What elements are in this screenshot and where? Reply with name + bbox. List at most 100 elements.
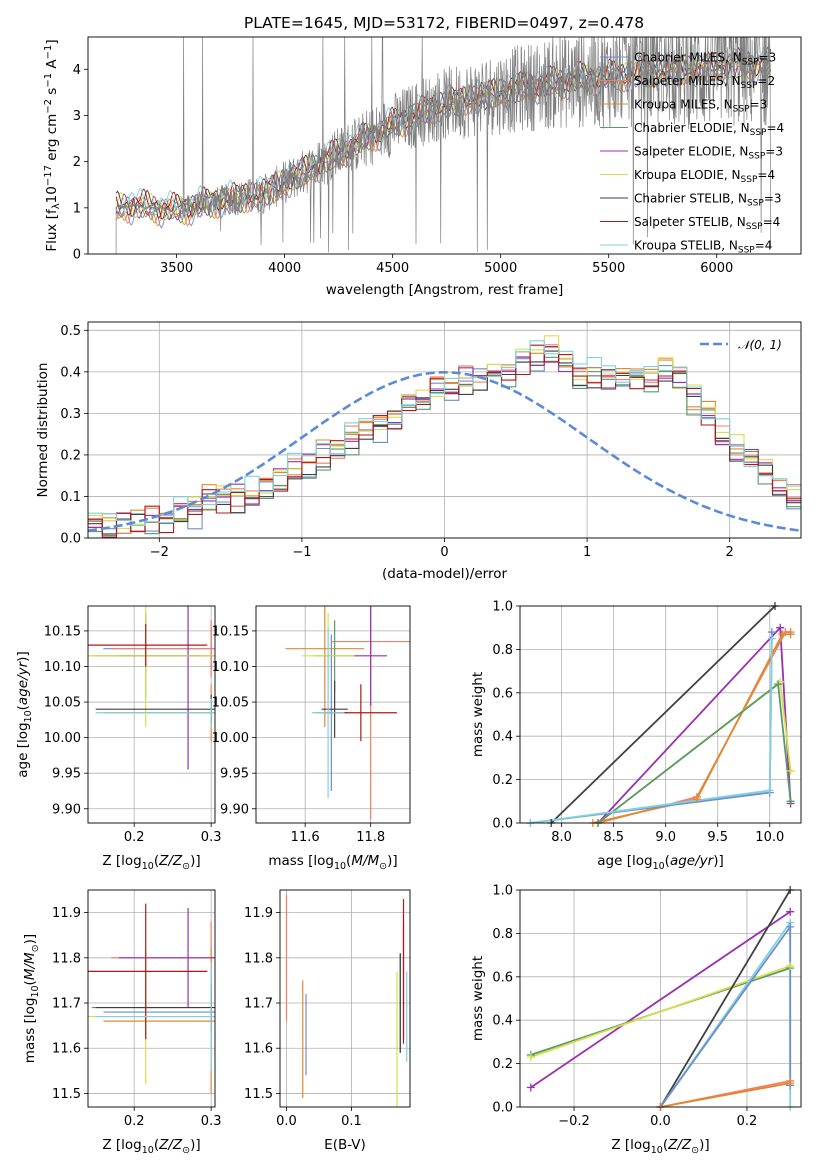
x-axis-label: wavelength [Angstrom, rest frame] xyxy=(326,282,564,298)
x-tick-label: 0.2 xyxy=(124,830,145,845)
y-tick-label: 0.1 xyxy=(60,490,81,505)
y-tick-label: 10.00 xyxy=(212,731,249,746)
y-tick-label: 0.8 xyxy=(492,927,513,942)
label-part: −2 xyxy=(43,99,54,114)
legend-sub: SSP xyxy=(746,222,763,232)
x-tick-label: 0.1 xyxy=(341,1114,362,1129)
label-part: −17 xyxy=(43,165,54,186)
plot-area-mass-vs-EBV xyxy=(280,890,410,1107)
weight-marker xyxy=(786,766,795,775)
label-part: )] xyxy=(15,651,31,662)
weight-marker xyxy=(526,1053,535,1062)
y-tick-label: 1.0 xyxy=(492,600,513,615)
x-axis-label: Z [log10(Z/Z⊙)] xyxy=(102,853,200,872)
y-axis-label: mass weight xyxy=(470,672,486,757)
y-tick-label: 0.5 xyxy=(60,324,81,339)
x-tick-label: 2 xyxy=(726,545,734,560)
y-tick-label: 10.05 xyxy=(212,696,249,711)
y-tick-label: 0.2 xyxy=(492,773,513,788)
legend-entry: Salpeter ELODIE, NSSP=3 xyxy=(634,145,783,162)
label-part: M/M xyxy=(22,952,38,980)
label-part: ( xyxy=(15,705,31,710)
x-tick-label: 0.0 xyxy=(650,1114,671,1129)
weight-line-chabrier-stelib xyxy=(659,890,791,1107)
legend-text: Salpeter ELODIE, N xyxy=(634,145,748,159)
label-part: A xyxy=(44,59,60,73)
label-part: 10 xyxy=(44,186,60,203)
axes-frame xyxy=(87,321,802,539)
label-part: ⊙ xyxy=(182,861,190,872)
label-part: )] xyxy=(387,853,398,869)
axes-age-vs-Z: 0.2 0.3 9.90 9.95 10.00 10.05 10.10 10.15 Z [log… xyxy=(15,605,222,872)
y-tick-label: 11.9 xyxy=(52,906,81,921)
x-tick-label: 9.0 xyxy=(655,830,676,845)
legend-entry: Kroupa MILES, NSSP=3 xyxy=(634,98,767,115)
plot-area-massweight-vs-age xyxy=(520,606,801,823)
label-part: ( xyxy=(663,1137,668,1153)
x-tick-label: 3500 xyxy=(160,261,193,276)
y-tick-label: 9.95 xyxy=(52,767,81,782)
y-tick-label: 11.5 xyxy=(244,1087,273,1102)
legend-sub: SSP xyxy=(750,128,767,138)
y-tick-label: 0.0 xyxy=(492,1101,513,1116)
label-part: 10 xyxy=(653,861,665,872)
legend-sub: SSP xyxy=(733,105,750,115)
y-axis-label: Normed distribution xyxy=(35,363,51,498)
x-tick-label: 0.3 xyxy=(201,830,222,845)
axes-spectrum: 3500 4000 4500 5000 5500 6000 0 1 2 3 4 wavelength … xyxy=(43,36,802,298)
y-tick-label: 3 xyxy=(73,109,81,124)
label-part: λ xyxy=(51,203,62,209)
legend-tail: =2 xyxy=(757,74,775,88)
legend-tail: =4 xyxy=(755,239,773,253)
y-tick-label: 0.0 xyxy=(60,532,81,547)
weight-marker xyxy=(786,797,795,806)
legend-text: Kroupa ELODIE, N xyxy=(634,168,741,182)
x-axis-label: E(B-V) xyxy=(324,1137,366,1153)
legend-tail: =3 xyxy=(759,51,777,65)
x-tick-label: 5500 xyxy=(592,261,625,276)
label-part: ⊙ xyxy=(30,944,41,952)
label-part: Z/Z xyxy=(667,1137,692,1153)
label-part: ⊙ xyxy=(182,1145,190,1156)
legend-entry: Salpeter MILES, NSSP=2 xyxy=(634,74,775,91)
label-part: erg cm xyxy=(44,114,60,165)
weight-line-chabrier-stelib xyxy=(550,606,776,823)
axes-mass-vs-EBV: 0.0 0.1 11.5 11.6 11.7 11.8 11.9 E(B-V) xyxy=(244,889,411,1153)
x-tick-label: 8.5 xyxy=(603,830,624,845)
y-axis-label: Flux [fλ10−17 erg cm−2 s−1 A−1] xyxy=(43,39,62,251)
weight-marker xyxy=(765,786,774,795)
label-part: ( xyxy=(154,1137,159,1153)
x-tick-label: −1 xyxy=(292,545,311,560)
legend-text: Salpeter STELIB, N xyxy=(634,215,746,229)
label-part: age [log xyxy=(15,722,31,777)
x-tick-label: 4500 xyxy=(376,261,409,276)
x-tick-label: 0 xyxy=(440,545,448,560)
x-tick-label: 10.0 xyxy=(755,830,784,845)
legend-entry: Chabrier STELIB, NSSP=3 xyxy=(634,192,782,209)
y-tick-label: 9.90 xyxy=(220,802,249,817)
y-tick-label: 0.3 xyxy=(60,407,81,422)
weight-marker xyxy=(786,922,795,931)
axes-frame xyxy=(87,36,802,255)
legend-tail: =3 xyxy=(764,192,782,206)
label-part: )] xyxy=(713,853,724,869)
y-tick-label: 1.0 xyxy=(492,884,513,899)
y-tick-label: 0.6 xyxy=(492,686,513,701)
axes-massweight-vs-age: 8.0 8.5 9.0 9.5 10.0 0.0 0.2 0.4 0.6 0.8 1.0 age [l… xyxy=(470,600,802,872)
weight-marker xyxy=(767,634,776,643)
y-tick-label: 0.2 xyxy=(60,448,81,463)
x-axis-label: mass [log10(M/M⊙)] xyxy=(268,853,397,872)
gaussian-curve xyxy=(88,371,801,532)
legend-tail: =4 xyxy=(757,168,775,182)
y-tick-label: 9.95 xyxy=(220,767,249,782)
label-part: mass [log xyxy=(268,853,334,869)
weight-marker xyxy=(786,630,795,639)
label-part: ⊙ xyxy=(379,861,387,872)
legend-text: Kroupa STELIB, N xyxy=(634,239,738,253)
label-part: s xyxy=(44,88,60,99)
legend-text: Salpeter MILES, N xyxy=(634,74,741,88)
axes-histogram: −2 −1 0 1 2 0.0 0.1 0.2 0.3 0.4 0.5 (data-model)/er… xyxy=(35,321,802,582)
y-tick-label: 0.0 xyxy=(492,817,513,832)
